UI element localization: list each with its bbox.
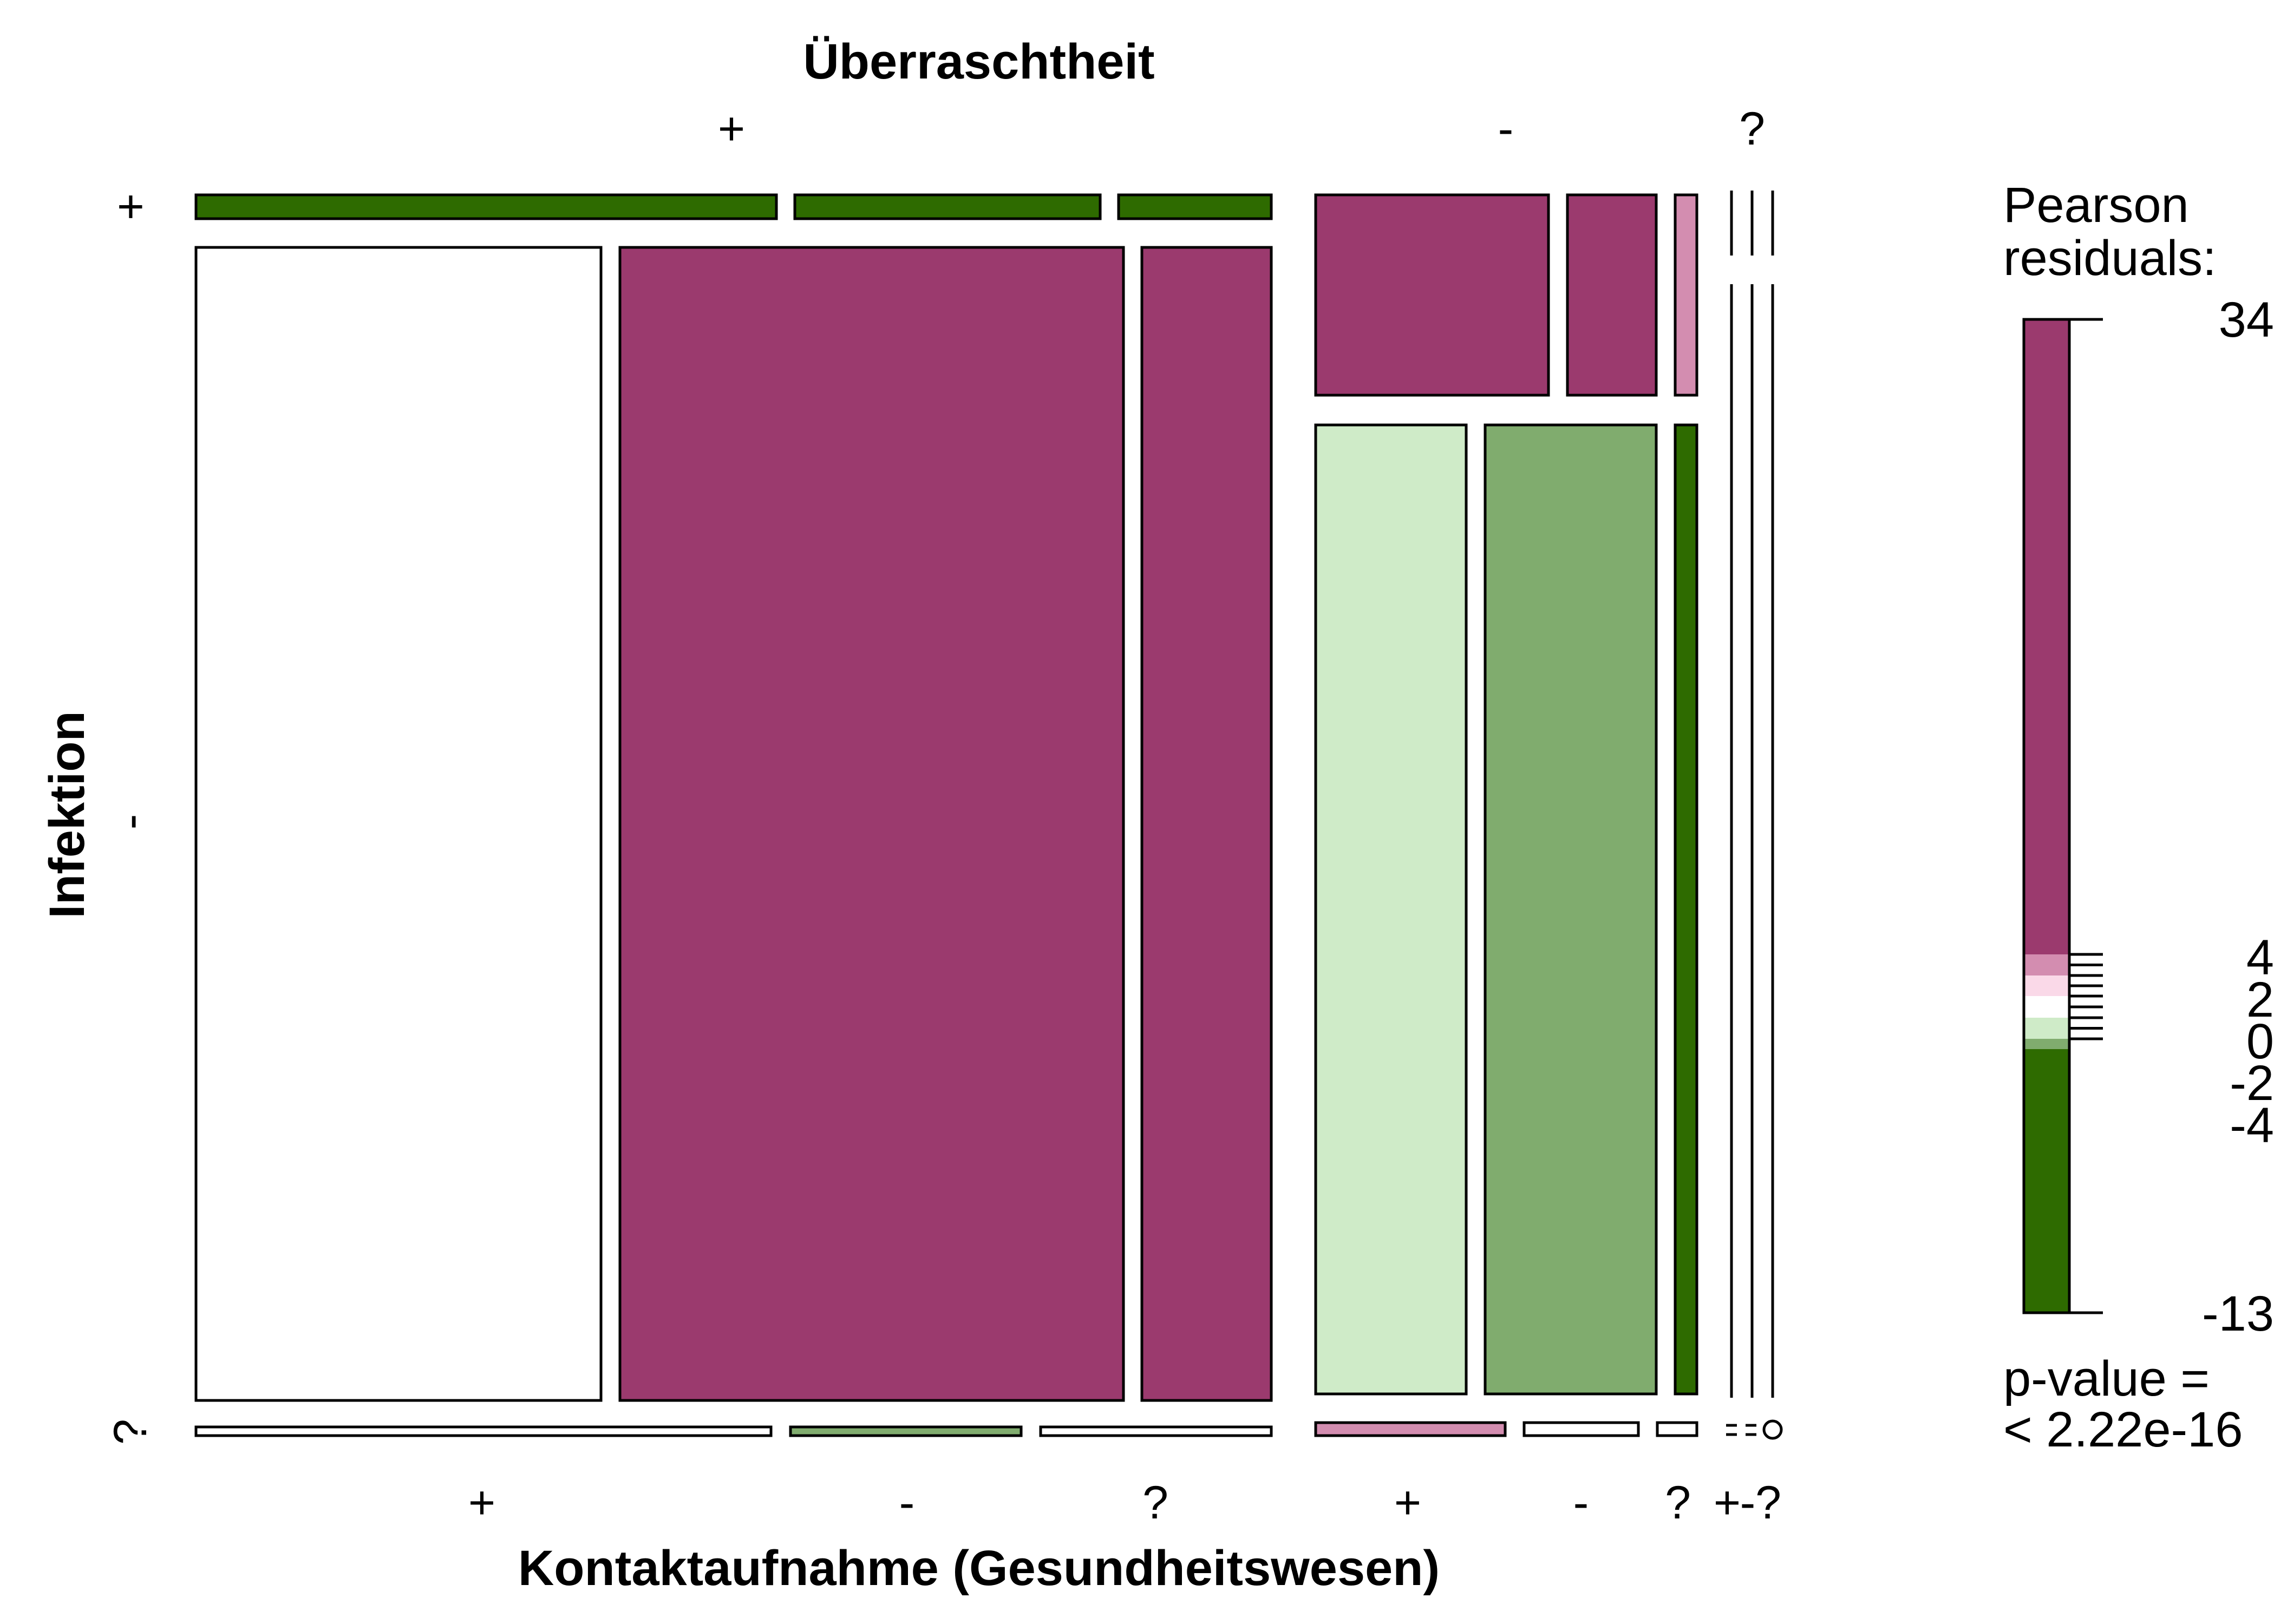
mosaic-tile [194,1425,773,1437]
mosaic-tile [1656,1421,1698,1437]
mosaic-tile [1674,423,1698,1396]
p-value-label: p-value = [2003,1351,2210,1406]
bottom-level-label: ? [1142,1477,1168,1529]
legend-min-label: -13 [2202,1286,2274,1341]
mosaic-tile [194,246,603,1402]
bottom-level-label: + [468,1477,495,1529]
top-level-label: ? [1739,103,1765,155]
legend-color-band [2024,1039,2069,1049]
legend-color-band [2024,1018,2069,1039]
left-level-label: ? [104,1419,156,1445]
legend-color-band [2024,996,2069,1018]
legend-tick-label: -4 [2230,1098,2274,1153]
legend-max-label: 34 [2219,292,2274,348]
legend-colorbar [2022,318,2071,1314]
bottom-level-label: - [1740,1477,1756,1529]
p-value: < 2.22e-16 [2003,1402,2243,1457]
bottom-level-label: - [899,1477,915,1529]
legend-color-band [2024,954,2069,975]
left-level-label: - [104,814,156,830]
mosaic-tile [793,193,1102,220]
top-level-label: + [718,103,745,155]
legend-tick-label: 2 [2246,972,2274,1027]
mosaic-tile [1314,1421,1507,1437]
top-level-label: - [1498,103,1514,155]
mosaic-tile [1117,193,1273,220]
legend-tick-label: -2 [2230,1056,2274,1111]
mosaic-tile [1314,423,1468,1396]
legend-ticks [2069,318,2103,1314]
mosaic-tile [1484,423,1658,1396]
legend-title: residuals: [2003,231,2217,286]
mosaic-tile [1674,193,1698,397]
mosaic-tile [1566,193,1658,397]
mosaic-tile [618,246,1125,1402]
legend-tick-label: 0 [2246,1014,2274,1069]
legend-color-band [2024,975,2069,996]
bottom-level-label: - [1573,1477,1589,1529]
mosaic-tile [1314,193,1550,397]
bottom-level-label: ? [1755,1477,1781,1529]
empty-cell-marker [1762,1419,1783,1440]
mosaic-tile [1522,1421,1640,1437]
legend-color-band [2024,1049,2069,1313]
mosaic-tile [1039,1425,1273,1437]
bottom-level-label: + [1714,1477,1741,1529]
empty-cell-lines [1726,191,1774,1436]
left-level-label: + [104,193,156,220]
legend-tick-label: 4 [2246,930,2274,985]
legend-color-band [2024,319,2069,954]
bottom-variable-title: Kontaktaufnahme (Gesundheitswesen) [518,1541,1440,1596]
mosaic-tile [1140,246,1273,1402]
top-variable-title: Überraschtheit [803,34,1154,89]
mosaic-tile [194,193,778,220]
legend-title: Pearson [2003,178,2189,233]
legend-colorbar-frame [2022,318,2071,1314]
bottom-level-label: + [1394,1477,1421,1529]
left-variable-title: Infektion [40,711,95,918]
mosaic-tile [789,1425,1023,1437]
bottom-level-label: ? [1665,1477,1691,1529]
